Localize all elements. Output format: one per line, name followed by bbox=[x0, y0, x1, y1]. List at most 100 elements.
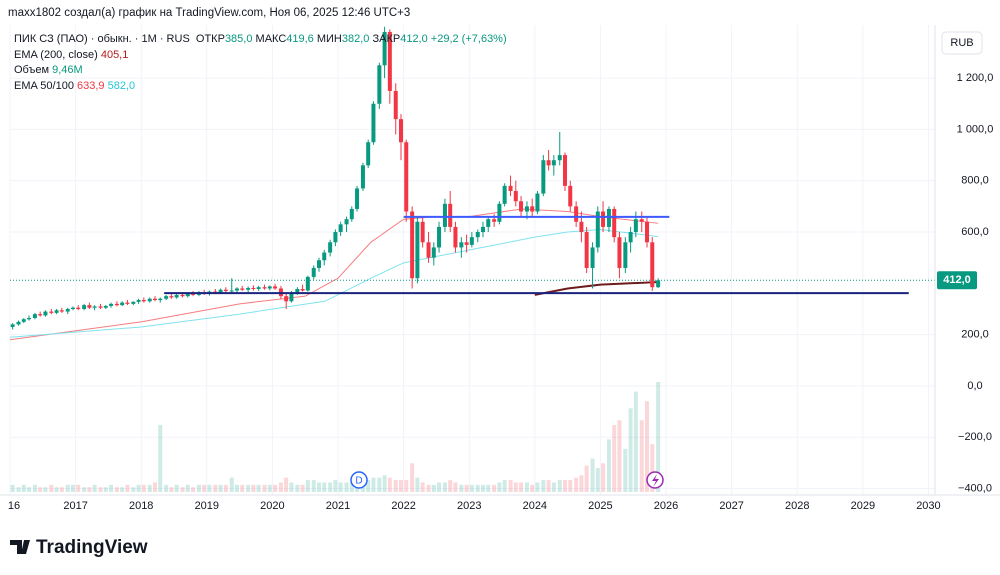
volume-bar bbox=[349, 482, 354, 492]
volume-bar bbox=[70, 484, 75, 492]
candle-body bbox=[32, 314, 37, 318]
y-tick-label: 1 000,0 bbox=[957, 123, 994, 135]
candle-body bbox=[650, 242, 655, 288]
candle-body bbox=[180, 294, 185, 297]
x-tick-label: 2030 bbox=[916, 500, 940, 512]
volume-bar bbox=[207, 484, 212, 492]
candle-body bbox=[464, 242, 469, 245]
x-tick-label: 2022 bbox=[391, 500, 415, 512]
candle-body bbox=[398, 119, 403, 143]
dividend-icon[interactable] bbox=[350, 471, 368, 489]
volume-bar bbox=[103, 487, 108, 492]
candle-body bbox=[639, 219, 644, 222]
volume-bar bbox=[502, 480, 507, 492]
volume-bar bbox=[595, 468, 600, 492]
volume-bar bbox=[650, 444, 655, 492]
volume-bar bbox=[426, 484, 431, 492]
y-tick-label: 0,0 bbox=[967, 380, 982, 392]
candle-body bbox=[579, 221, 584, 233]
currency-button[interactable] bbox=[941, 31, 983, 55]
candle-body bbox=[415, 221, 420, 279]
candle-body bbox=[158, 298, 163, 301]
candle-body bbox=[393, 90, 398, 120]
low: 382,0 bbox=[341, 33, 370, 45]
last-price-box bbox=[937, 271, 977, 290]
candle-body bbox=[437, 226, 442, 248]
ema200: 405,1 bbox=[100, 48, 129, 61]
candle-body bbox=[563, 155, 567, 186]
volume-bar bbox=[338, 482, 343, 492]
candle-body bbox=[535, 193, 540, 212]
volume-bar bbox=[584, 465, 589, 492]
volume-bar bbox=[218, 484, 223, 492]
candle-body bbox=[136, 300, 141, 302]
volume-bar bbox=[574, 477, 579, 492]
x-tick-label: 2023 bbox=[457, 500, 481, 512]
volume-bar bbox=[191, 487, 196, 492]
volume-bar bbox=[152, 482, 157, 492]
volume-bar bbox=[519, 482, 524, 492]
volume-bar bbox=[546, 480, 551, 492]
volume-bar bbox=[410, 463, 415, 492]
volume-bar bbox=[371, 477, 376, 492]
volume-bar bbox=[328, 482, 333, 492]
volume-bar bbox=[43, 487, 48, 492]
volume-bar bbox=[125, 484, 130, 492]
open: 385,0 bbox=[224, 33, 253, 45]
volume-bar bbox=[82, 487, 87, 492]
candle-body bbox=[38, 314, 43, 316]
x-tick-label: 2026 bbox=[654, 500, 678, 512]
candle-body bbox=[103, 305, 108, 308]
y-tick-label: 800,0 bbox=[961, 175, 989, 187]
candle-body bbox=[557, 155, 562, 161]
volume-bar bbox=[16, 487, 21, 492]
volume-bar bbox=[459, 484, 464, 492]
candle-body bbox=[366, 142, 371, 166]
candle-body bbox=[10, 324, 15, 327]
candle-body bbox=[420, 221, 425, 243]
ema-line bbox=[9, 228, 659, 338]
candle-body bbox=[59, 310, 64, 312]
candle-body bbox=[431, 247, 436, 258]
candle-body bbox=[328, 242, 333, 253]
volume-bar bbox=[497, 482, 502, 492]
candle-body bbox=[617, 237, 622, 268]
candle-body bbox=[333, 232, 338, 243]
volume-bar bbox=[223, 484, 228, 492]
volume-bar bbox=[579, 475, 584, 492]
volume-bar bbox=[196, 484, 201, 492]
volume-bar bbox=[234, 484, 239, 492]
ema50: 633,9 bbox=[77, 79, 105, 92]
volume-bar bbox=[92, 484, 97, 492]
volume-bar bbox=[32, 484, 37, 492]
candle-body bbox=[502, 185, 507, 204]
candle-body bbox=[530, 206, 535, 212]
plot: 1 200,0 1 000,0 800,0 600,0 200,0 0,0 −200,0 −4… bbox=[8, 25, 993, 512]
x-tick-label: 2028 bbox=[785, 500, 809, 512]
candle-body bbox=[174, 294, 179, 298]
volume-bar bbox=[147, 484, 152, 492]
candle-body bbox=[486, 219, 491, 227]
volume-bar bbox=[169, 487, 174, 492]
volume-bar bbox=[557, 480, 562, 492]
header: maxx1802 создал(а) график на TradingView… bbox=[8, 7, 410, 19]
currency[interactable]: RUB bbox=[950, 37, 973, 49]
volume-bar bbox=[393, 480, 398, 492]
legend: ПИК СЗ (ПАО) · обыкн. · 1М · RUS ОТКР385… bbox=[14, 32, 507, 94]
candle-body bbox=[612, 208, 617, 238]
candle-body bbox=[524, 206, 529, 212]
candle-body bbox=[152, 298, 157, 301]
candle-body bbox=[519, 201, 524, 212]
candle-body bbox=[267, 286, 272, 289]
x-tick-label: 2021 bbox=[326, 500, 350, 512]
candle-body bbox=[289, 293, 294, 302]
candle-body bbox=[633, 219, 638, 233]
candle-body bbox=[590, 247, 595, 268]
candle-body bbox=[311, 267, 316, 277]
dividend-letter: D bbox=[355, 476, 362, 487]
volume-bar bbox=[136, 484, 141, 492]
candle-body bbox=[459, 242, 464, 248]
candle-body bbox=[164, 296, 169, 299]
candle-body bbox=[65, 309, 70, 312]
